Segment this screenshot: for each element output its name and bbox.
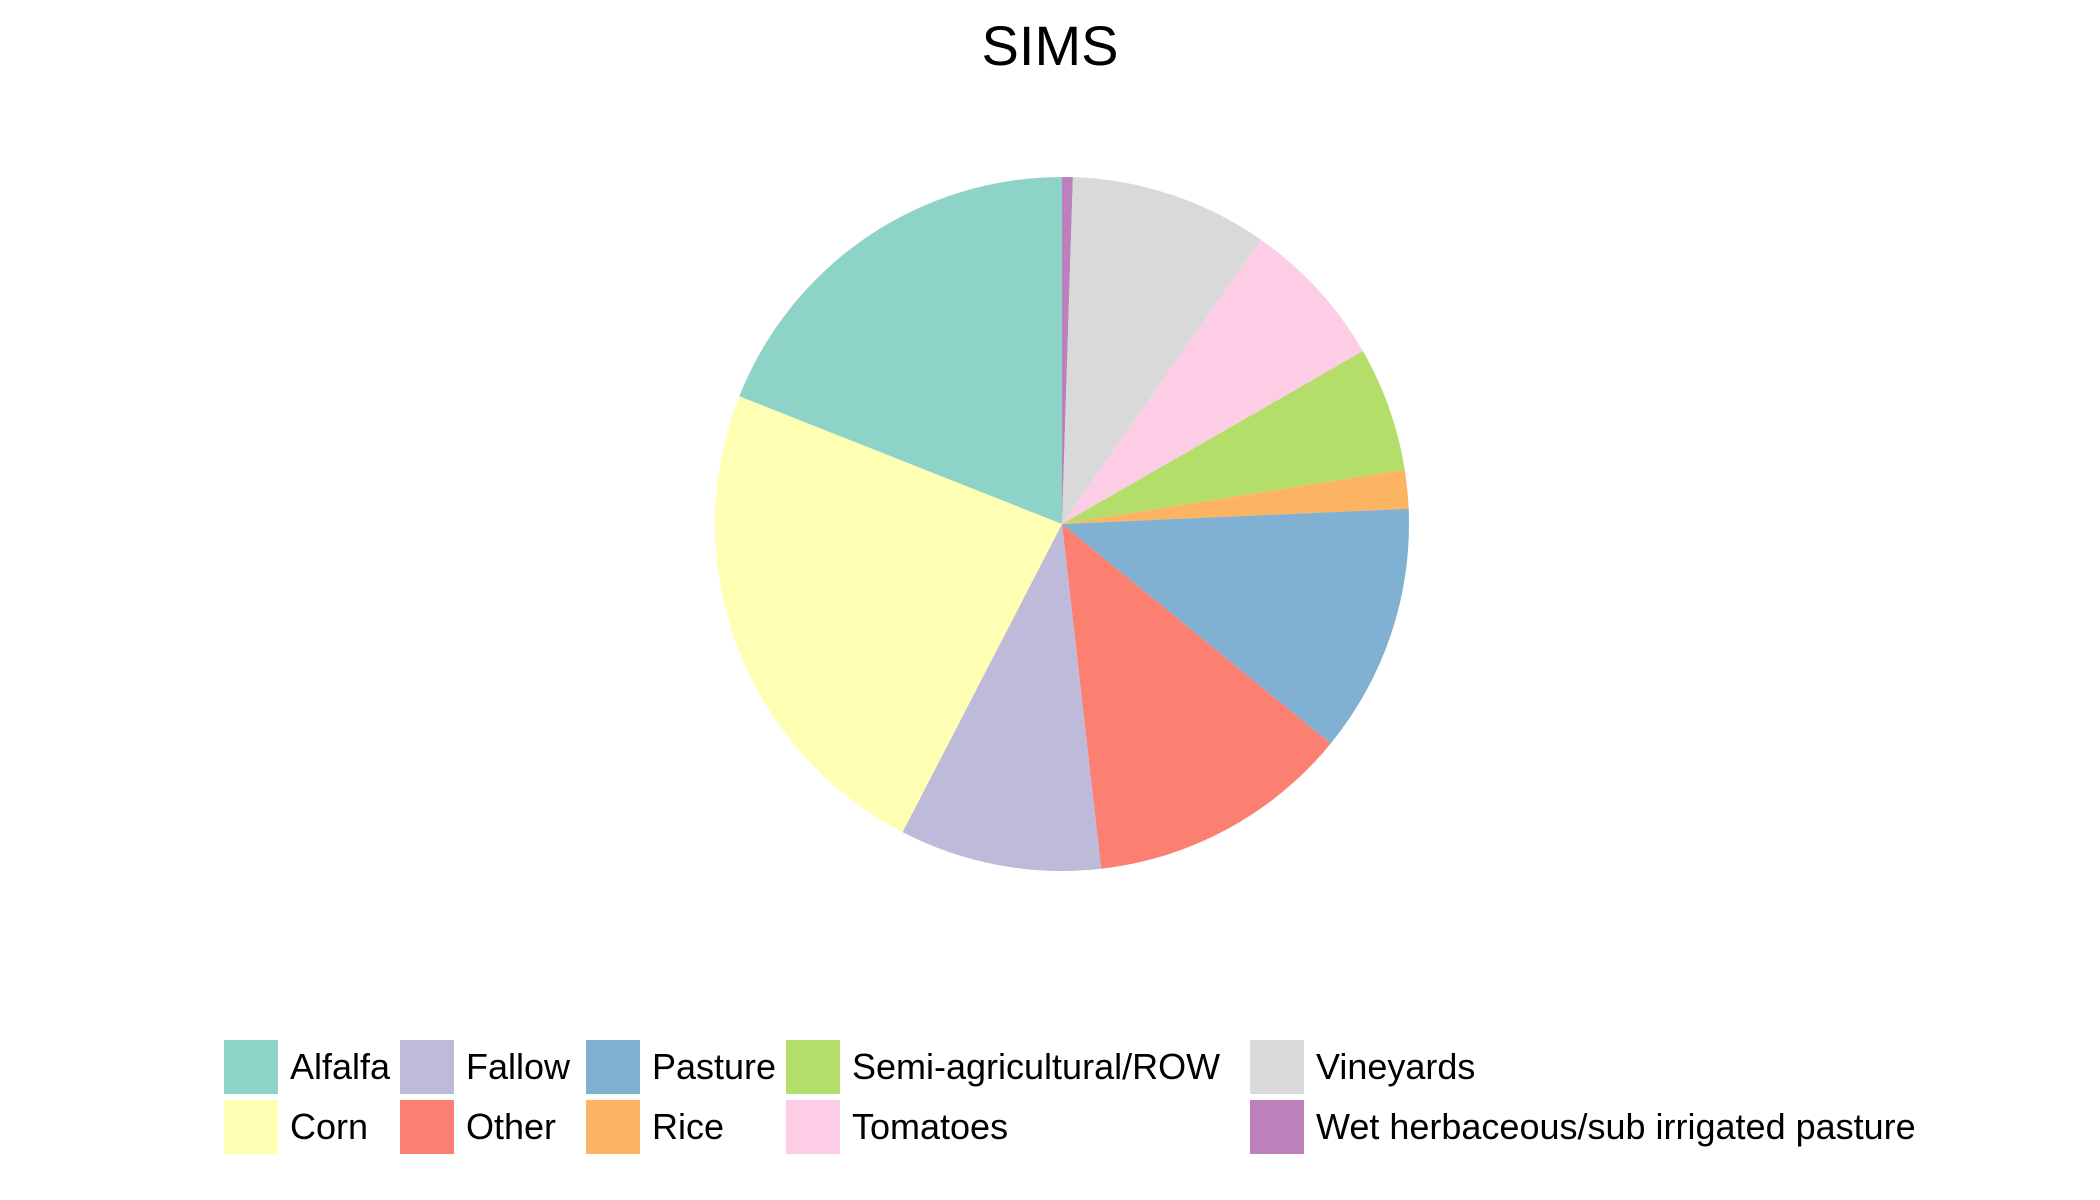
legend-label: Vineyards [1316, 1046, 1476, 1087]
pie-slice-tomatoes [1062, 239, 1363, 524]
legend-swatch [786, 1040, 840, 1094]
legend-label: Corn [290, 1106, 369, 1147]
legend-swatch [400, 1100, 454, 1154]
legend-item: Alfalfa [224, 1040, 390, 1094]
legend-item: Rice [586, 1100, 724, 1154]
legend-label: Alfalfa [290, 1046, 391, 1087]
legend-item: Tomatoes [786, 1100, 1008, 1154]
pie-slice-vineyards [1062, 177, 1261, 525]
pie-slice-fallow [902, 524, 1102, 871]
legend-swatch [586, 1040, 640, 1094]
legend-swatch [1250, 1100, 1304, 1154]
legend-swatch [786, 1100, 840, 1154]
pie-slice-pasture [1062, 508, 1409, 744]
legend-item: Corn [224, 1100, 368, 1154]
legend-swatch [1250, 1040, 1304, 1094]
legend-item: Pasture [586, 1040, 776, 1094]
pie-slice-corn [714, 396, 1062, 833]
legend-swatch [224, 1100, 278, 1154]
legend-item: Semi-agricultural/ROW [786, 1040, 1220, 1094]
legend-label: Wet herbaceous/sub irrigated pasture [1316, 1106, 1916, 1147]
legend-label: Rice [652, 1106, 725, 1147]
legend-label: Other [466, 1106, 557, 1147]
legend-label: Fallow [466, 1046, 571, 1087]
pie-slice-wet-herbaceous-sub-irrigated-pasture [1062, 177, 1073, 524]
legend-label: Tomatoes [852, 1106, 1009, 1147]
pie-slice-rice [1062, 469, 1409, 524]
legend-swatch [400, 1040, 454, 1094]
pie-slice-alfalfa [739, 176, 1062, 524]
legend-label: Pasture [652, 1046, 777, 1087]
pie-slice-other [1062, 524, 1331, 869]
legend-swatch [586, 1100, 640, 1154]
legend-item: Fallow [400, 1040, 570, 1094]
legend-swatch [224, 1040, 278, 1094]
chart-title: SIMS [981, 14, 1119, 77]
legend-label: Semi-agricultural/ROW [852, 1046, 1221, 1087]
pie-slice-semi-agricultural-row [1062, 351, 1405, 524]
legend-item: Vineyards [1250, 1040, 1475, 1094]
legend-item: Other [400, 1100, 556, 1154]
legend-item: Wet herbaceous/sub irrigated pasture [1250, 1100, 1916, 1154]
